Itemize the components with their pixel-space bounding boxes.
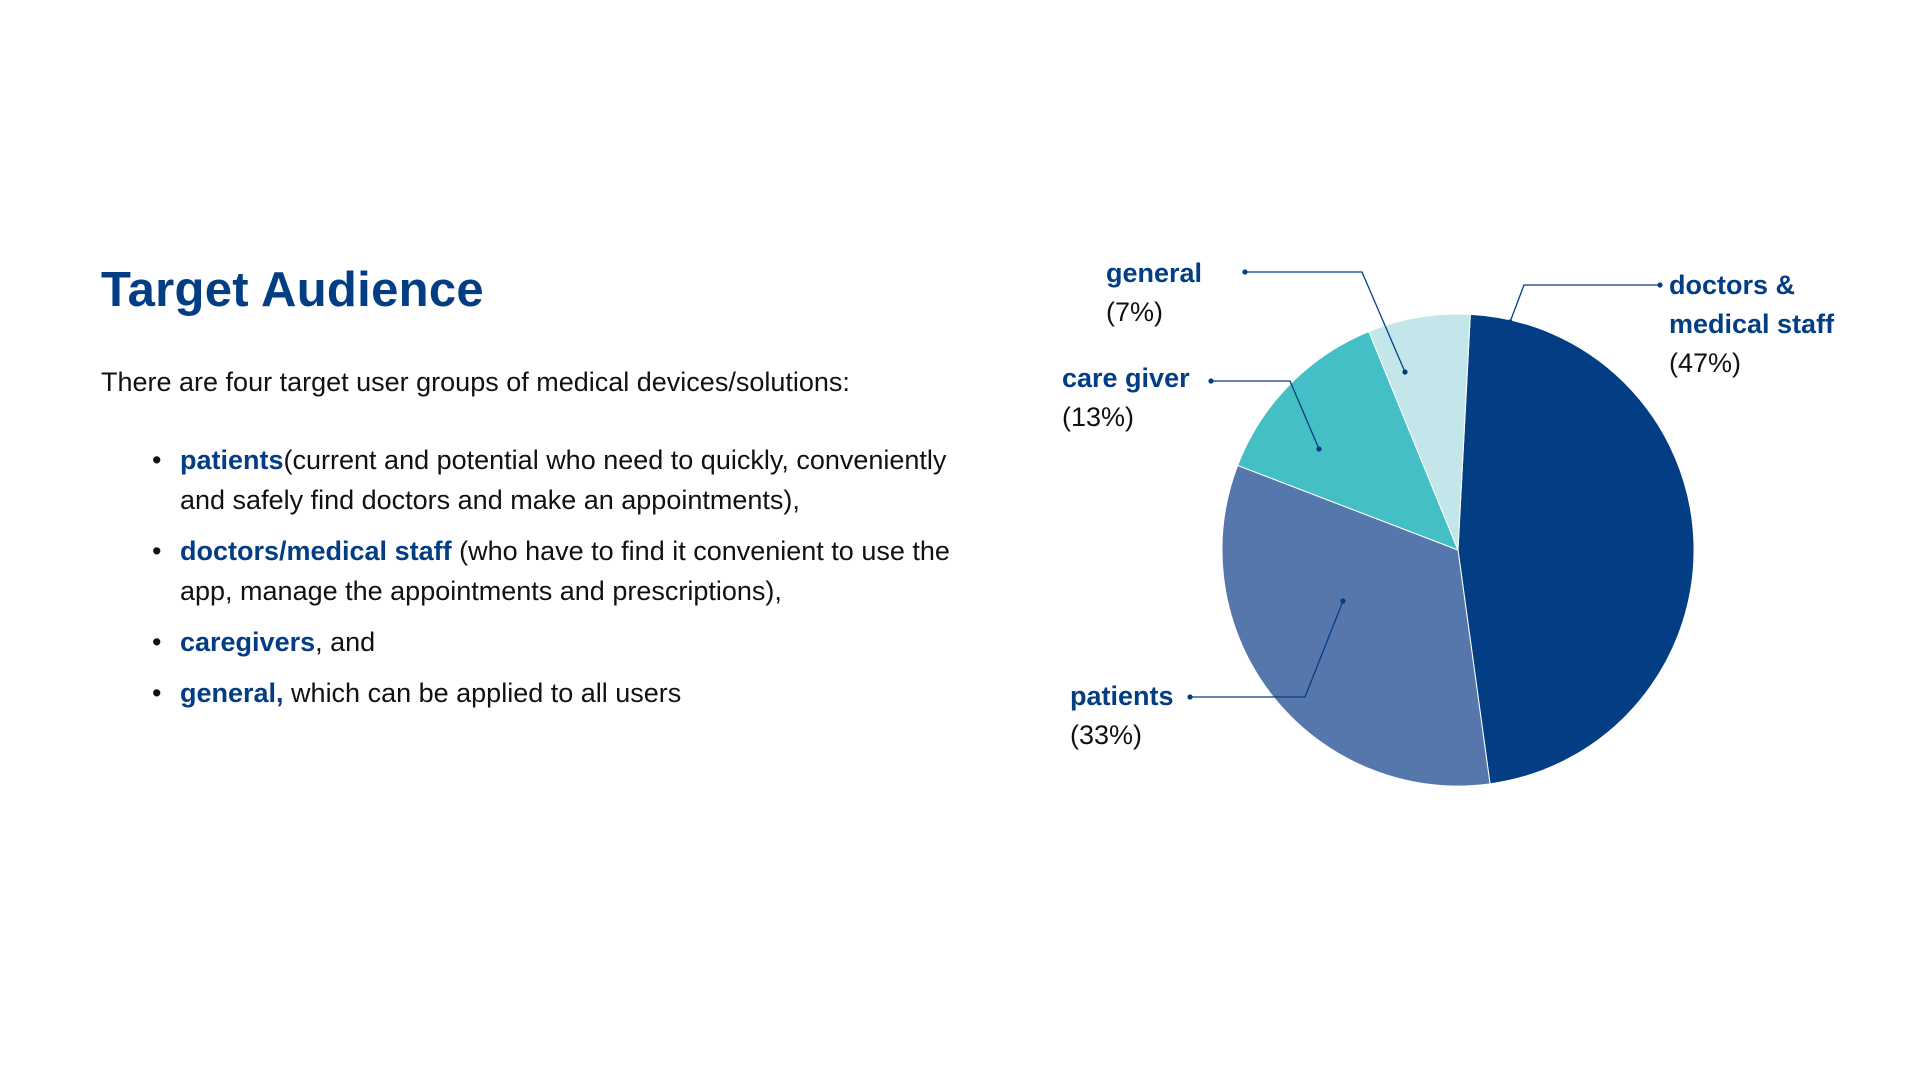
bullet-text: which can be applied to all users (283, 678, 682, 708)
slide-title: Target Audience (101, 263, 484, 317)
list-item: • general, which can be applied to all us… (150, 673, 970, 713)
leader-line-general (1245, 271, 1406, 373)
list-item: • caregivers, and (150, 622, 970, 662)
intro-text: There are four target user groups of med… (101, 367, 850, 397)
bullet-term: patients (180, 445, 284, 475)
slice-label-care-giver-line-1: care giver (1062, 363, 1190, 393)
slice-percent-doctors-medical-staff: (47%) (1669, 348, 1741, 378)
leader-dot-general-slice (1402, 369, 1408, 375)
pie-slices (1221, 313, 1695, 787)
leader-line-doctors-medical-staff (1509, 284, 1660, 323)
slice-label-doctors-medical-staff-line-2: medical staff (1669, 309, 1835, 339)
bullet-dot: • (152, 536, 162, 566)
leader-dot-doctors-medical-staff-label (1657, 282, 1663, 288)
leader-line-patients (1190, 600, 1344, 698)
pie-labels: doctors & medical staff (47%) patients (33%)… (1062, 258, 1835, 750)
target-groups-list: • patients(current and potential who need… (150, 440, 970, 724)
slice-label-doctors-medical-staff-line-1: doctors & (1669, 270, 1795, 300)
slice-label-general-line-1: general (1106, 258, 1202, 288)
slice-percent-patients: (33%) (1070, 720, 1142, 750)
bullet-term: doctors/medical staff (180, 536, 452, 566)
leader-dot-general-label (1242, 269, 1248, 275)
list-item: • doctors/medical staff (who have to find… (150, 531, 970, 611)
leader-line-care-giver (1211, 380, 1320, 450)
bullet-text: (current and potential who need to quick… (180, 445, 947, 515)
slice-percent-care-giver: (13%) (1062, 402, 1134, 432)
bullet-dot: • (152, 445, 162, 475)
bullet-term: caregivers (180, 627, 316, 657)
bullet-dot: • (152, 627, 162, 657)
leader-dot-care-giver-label (1208, 378, 1214, 384)
bullet-text: , and (315, 627, 376, 657)
leader-dot-patients-label (1187, 694, 1193, 700)
leader-dot-doctors-medical-staff-slice (1507, 319, 1513, 325)
pie-slice-doctors-medical-staff (1457, 313, 1695, 785)
bullet-dot: • (152, 678, 162, 708)
bullet-text: (who have to find it convenient to use t… (180, 536, 950, 606)
slice-percent-general: (7%) (1106, 297, 1163, 327)
pie-slice-general (1368, 313, 1471, 551)
leader-dot-patients-slice (1340, 598, 1346, 604)
list-item: • patients(current and potential who need… (150, 440, 970, 520)
pie-leader-lines (1187, 269, 1663, 700)
slice-label-patients-line-1: patients (1070, 681, 1174, 711)
leader-dot-care-giver-slice (1316, 446, 1322, 452)
bullet-term: general, (180, 678, 284, 708)
